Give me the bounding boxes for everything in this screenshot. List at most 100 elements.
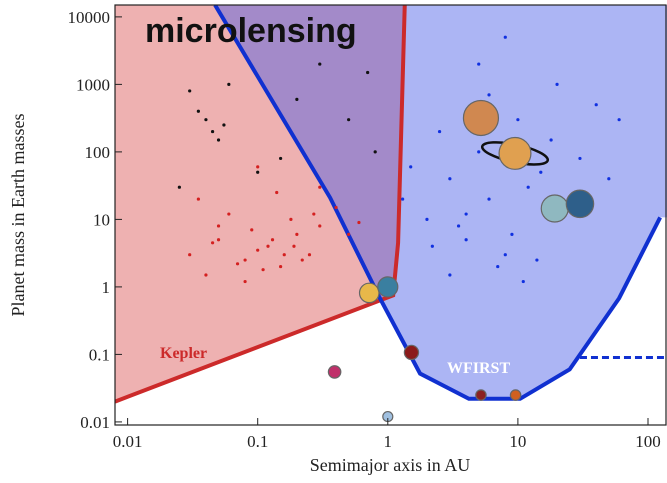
data-point xyxy=(196,197,200,201)
data-point xyxy=(430,244,434,248)
data-point xyxy=(464,212,468,216)
data-point xyxy=(448,177,452,181)
y-axis-label: Planet mass in Earth masses xyxy=(8,114,28,317)
data-point xyxy=(188,89,192,93)
data-point xyxy=(177,185,181,189)
data-point xyxy=(535,258,539,262)
data-point xyxy=(250,228,254,232)
data-point xyxy=(188,253,192,257)
x-tick-label: 0.01 xyxy=(113,432,143,451)
y-tick-label: 100 xyxy=(85,143,111,162)
data-point xyxy=(210,241,215,245)
data-point xyxy=(312,212,316,216)
data-point xyxy=(477,150,481,154)
planet xyxy=(565,189,595,219)
data-point xyxy=(516,118,520,122)
data-point xyxy=(539,170,543,174)
planet xyxy=(377,276,399,298)
data-point xyxy=(487,93,491,97)
data-point xyxy=(216,224,221,228)
data-point xyxy=(487,197,491,201)
data-point xyxy=(448,273,452,277)
data-point xyxy=(300,258,304,262)
data-point xyxy=(307,253,312,257)
data-point xyxy=(235,262,240,266)
x-axis-label: Semimajor axis in AU xyxy=(310,455,471,475)
data-point xyxy=(357,220,361,225)
data-point xyxy=(275,190,279,195)
x-tick-label: 0.1 xyxy=(247,432,268,451)
data-point xyxy=(216,138,221,142)
data-point xyxy=(594,103,598,107)
y-tick-label: 1 xyxy=(102,278,111,297)
y-tick-label: 10000 xyxy=(68,8,111,27)
data-point xyxy=(204,273,208,277)
data-point xyxy=(196,109,200,113)
data-point xyxy=(526,185,530,189)
planet xyxy=(475,389,487,401)
region-fill xyxy=(115,5,405,402)
data-point xyxy=(270,238,275,242)
data-point xyxy=(510,232,514,236)
data-point xyxy=(292,244,296,248)
x-tick-label: 1 xyxy=(384,432,393,451)
data-point xyxy=(256,170,260,174)
data-point xyxy=(318,62,322,66)
data-point xyxy=(279,156,283,161)
data-point xyxy=(401,197,405,201)
planet xyxy=(540,194,569,223)
data-point xyxy=(578,156,582,161)
chart-title: microlensing xyxy=(145,12,357,50)
region-label: Kepler xyxy=(160,345,207,362)
data-point xyxy=(256,165,260,169)
data-point xyxy=(318,224,322,228)
data-point xyxy=(216,238,221,242)
data-point xyxy=(503,253,507,257)
data-point xyxy=(204,118,208,122)
data-point xyxy=(334,205,338,210)
data-point xyxy=(210,129,215,134)
data-point xyxy=(617,118,621,122)
data-point xyxy=(243,258,247,262)
y-tick-label: 10 xyxy=(93,210,110,229)
planet xyxy=(403,344,420,361)
data-point xyxy=(425,217,429,221)
data-point xyxy=(521,279,525,284)
region-boundary xyxy=(115,5,407,404)
data-point xyxy=(243,279,247,284)
data-point xyxy=(607,177,611,181)
data-point xyxy=(347,118,351,122)
data-point xyxy=(289,217,293,221)
data-point xyxy=(373,150,377,154)
data-point xyxy=(477,62,481,66)
planet xyxy=(509,389,522,401)
data-point xyxy=(409,165,413,169)
x-tick-label: 10 xyxy=(509,432,526,451)
region-fill xyxy=(215,5,667,399)
data-point xyxy=(456,224,461,228)
planet xyxy=(358,282,380,304)
plot-frame xyxy=(114,4,667,426)
data-point xyxy=(295,232,299,236)
data-point xyxy=(318,185,322,189)
data-point xyxy=(464,238,468,242)
y-tick-label: 0.1 xyxy=(89,345,110,364)
planet xyxy=(327,365,342,379)
data-point xyxy=(503,35,507,39)
data-point xyxy=(549,138,553,142)
data-point xyxy=(282,253,286,257)
data-point xyxy=(261,268,265,272)
x-tick-label: 100 xyxy=(635,432,661,451)
region-boundary xyxy=(213,5,662,401)
planet xyxy=(498,136,532,170)
data-point xyxy=(496,264,500,269)
data-point xyxy=(279,264,283,269)
data-point xyxy=(266,244,270,248)
data-point xyxy=(256,248,260,252)
y-tick-label: 1000 xyxy=(76,75,110,94)
plot-area xyxy=(115,5,667,423)
data-point xyxy=(227,82,231,86)
data-point xyxy=(295,97,299,101)
data-point xyxy=(437,129,442,134)
